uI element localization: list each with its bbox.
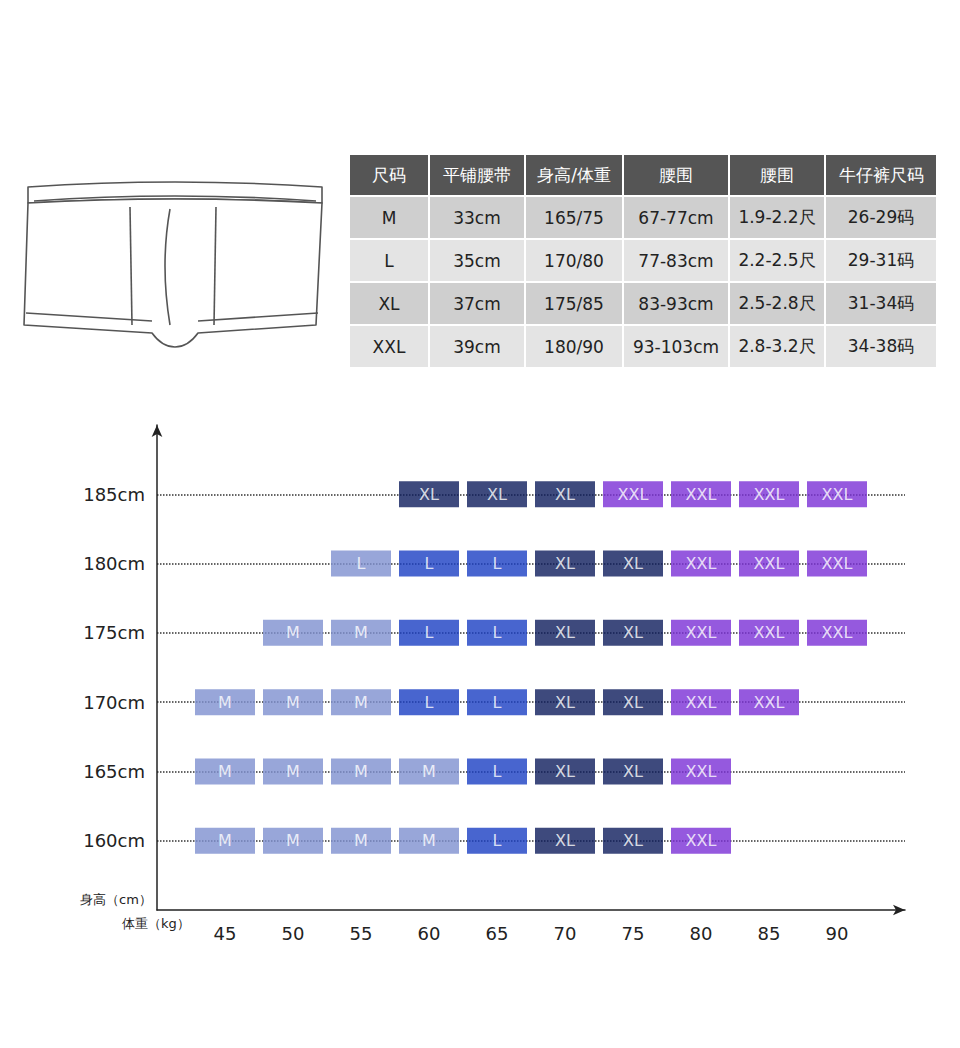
svg-text:M: M xyxy=(286,762,300,781)
html-text:77-83cm: 77-83cm xyxy=(638,250,714,271)
html-text:83-93cm: 83-93cm xyxy=(638,293,714,314)
svg-text:L: L xyxy=(493,693,502,712)
svg-text:M: M xyxy=(218,831,232,850)
html-text:2.8-3.2尺: 2.8-3.2尺 xyxy=(738,336,816,356)
html-text:180/90: 180/90 xyxy=(544,336,604,357)
svg-text:85: 85 xyxy=(758,923,781,944)
svg-text:M: M xyxy=(422,762,436,781)
html-text:腰围: 腰围 xyxy=(760,164,794,185)
svg-text:XXL: XXL xyxy=(822,554,853,573)
svg-text:M: M xyxy=(218,762,232,781)
svg-text:XXL: XXL xyxy=(754,623,785,642)
html-text:尺码: 尺码 xyxy=(372,164,406,185)
svg-text:M: M xyxy=(354,831,368,850)
svg-text:L: L xyxy=(425,623,434,642)
html-text:M: M xyxy=(381,207,397,228)
svg-text:M: M xyxy=(422,831,436,850)
svg-text:L: L xyxy=(493,623,502,642)
svg-text:XXL: XXL xyxy=(754,693,785,712)
svg-text:体重（kg）: 体重（kg） xyxy=(122,916,190,931)
svg-text:XXL: XXL xyxy=(686,554,717,573)
svg-text:XXL: XXL xyxy=(686,762,717,781)
svg-text:XL: XL xyxy=(419,485,439,504)
svg-text:XL: XL xyxy=(487,485,507,504)
html-text:165/75: 165/75 xyxy=(544,207,604,228)
svg-text:180cm: 180cm xyxy=(83,553,145,574)
html-text:XL: XL xyxy=(378,293,400,314)
html-text:35cm: 35cm xyxy=(453,250,501,271)
svg-text:M: M xyxy=(286,623,300,642)
html-text:175/85: 175/85 xyxy=(544,293,604,314)
svg-text:XL: XL xyxy=(555,693,575,712)
svg-text:55: 55 xyxy=(350,923,373,944)
svg-text:XXL: XXL xyxy=(754,554,785,573)
svg-text:XL: XL xyxy=(623,623,643,642)
svg-text:XL: XL xyxy=(555,623,575,642)
html-text:26-29码: 26-29码 xyxy=(847,207,915,227)
svg-text:M: M xyxy=(218,693,232,712)
svg-text:XXL: XXL xyxy=(754,485,785,504)
svg-text:XL: XL xyxy=(623,554,643,573)
svg-text:L: L xyxy=(493,762,502,781)
svg-text:XXL: XXL xyxy=(686,693,717,712)
html-text:身高/体重: 身高/体重 xyxy=(537,164,611,185)
html-text:39cm: 39cm xyxy=(453,336,501,357)
html-text:平铺腰带: 平铺腰带 xyxy=(443,164,511,185)
svg-text:L: L xyxy=(425,693,434,712)
svg-text:L: L xyxy=(493,554,502,573)
html-text:2.2-2.5尺: 2.2-2.5尺 xyxy=(738,250,816,270)
svg-text:M: M xyxy=(354,762,368,781)
svg-text:XL: XL xyxy=(555,554,575,573)
svg-text:L: L xyxy=(425,554,434,573)
svg-text:80: 80 xyxy=(690,923,713,944)
svg-text:90: 90 xyxy=(826,923,849,944)
svg-text:60: 60 xyxy=(418,923,441,944)
svg-text:XXL: XXL xyxy=(686,485,717,504)
html-text:31-34码: 31-34码 xyxy=(847,293,915,313)
html-text:2.5-2.8尺: 2.5-2.8尺 xyxy=(738,293,816,313)
svg-text:L: L xyxy=(357,554,366,573)
svg-text:50: 50 xyxy=(282,923,305,944)
html-text:L: L xyxy=(384,250,394,271)
svg-text:M: M xyxy=(354,623,368,642)
svg-text:XXL: XXL xyxy=(686,831,717,850)
html-text:37cm: 37cm xyxy=(453,293,501,314)
svg-text:XXL: XXL xyxy=(618,485,649,504)
svg-text:165cm: 165cm xyxy=(83,761,145,782)
svg-text:XL: XL xyxy=(555,831,575,850)
svg-text:XXL: XXL xyxy=(686,623,717,642)
svg-text:XL: XL xyxy=(623,831,643,850)
svg-text:185cm: 185cm xyxy=(83,484,145,505)
html-text:33cm: 33cm xyxy=(453,207,501,228)
svg-text:L: L xyxy=(493,831,502,850)
html-text:67-77cm: 67-77cm xyxy=(638,207,714,228)
svg-text:65: 65 xyxy=(486,923,509,944)
html-text:170/80: 170/80 xyxy=(544,250,604,271)
svg-text:XL: XL xyxy=(555,485,575,504)
svg-text:M: M xyxy=(354,693,368,712)
html-text:34-38码: 34-38码 xyxy=(847,336,915,356)
html-text:93-103cm: 93-103cm xyxy=(632,336,720,357)
svg-text:170cm: 170cm xyxy=(83,692,145,713)
html-text:XXL: XXL xyxy=(372,336,406,357)
html-text:腰围: 腰围 xyxy=(659,164,693,185)
svg-text:XL: XL xyxy=(623,693,643,712)
html-text:1.9-2.2尺: 1.9-2.2尺 xyxy=(738,207,816,227)
svg-text:M: M xyxy=(286,693,300,712)
svg-text:M: M xyxy=(286,831,300,850)
svg-text:175cm: 175cm xyxy=(83,622,145,643)
html-text:牛仔裤尺码: 牛仔裤尺码 xyxy=(838,164,924,185)
svg-text:XXL: XXL xyxy=(822,623,853,642)
svg-text:70: 70 xyxy=(554,923,577,944)
html-text:29-31码: 29-31码 xyxy=(847,250,915,270)
svg-text:160cm: 160cm xyxy=(83,830,145,851)
svg-text:身高（cm）: 身高（cm） xyxy=(80,892,152,907)
svg-text:75: 75 xyxy=(622,923,645,944)
svg-text:XL: XL xyxy=(623,762,643,781)
svg-text:XL: XL xyxy=(555,762,575,781)
svg-text:XXL: XXL xyxy=(822,485,853,504)
svg-text:45: 45 xyxy=(214,923,237,944)
